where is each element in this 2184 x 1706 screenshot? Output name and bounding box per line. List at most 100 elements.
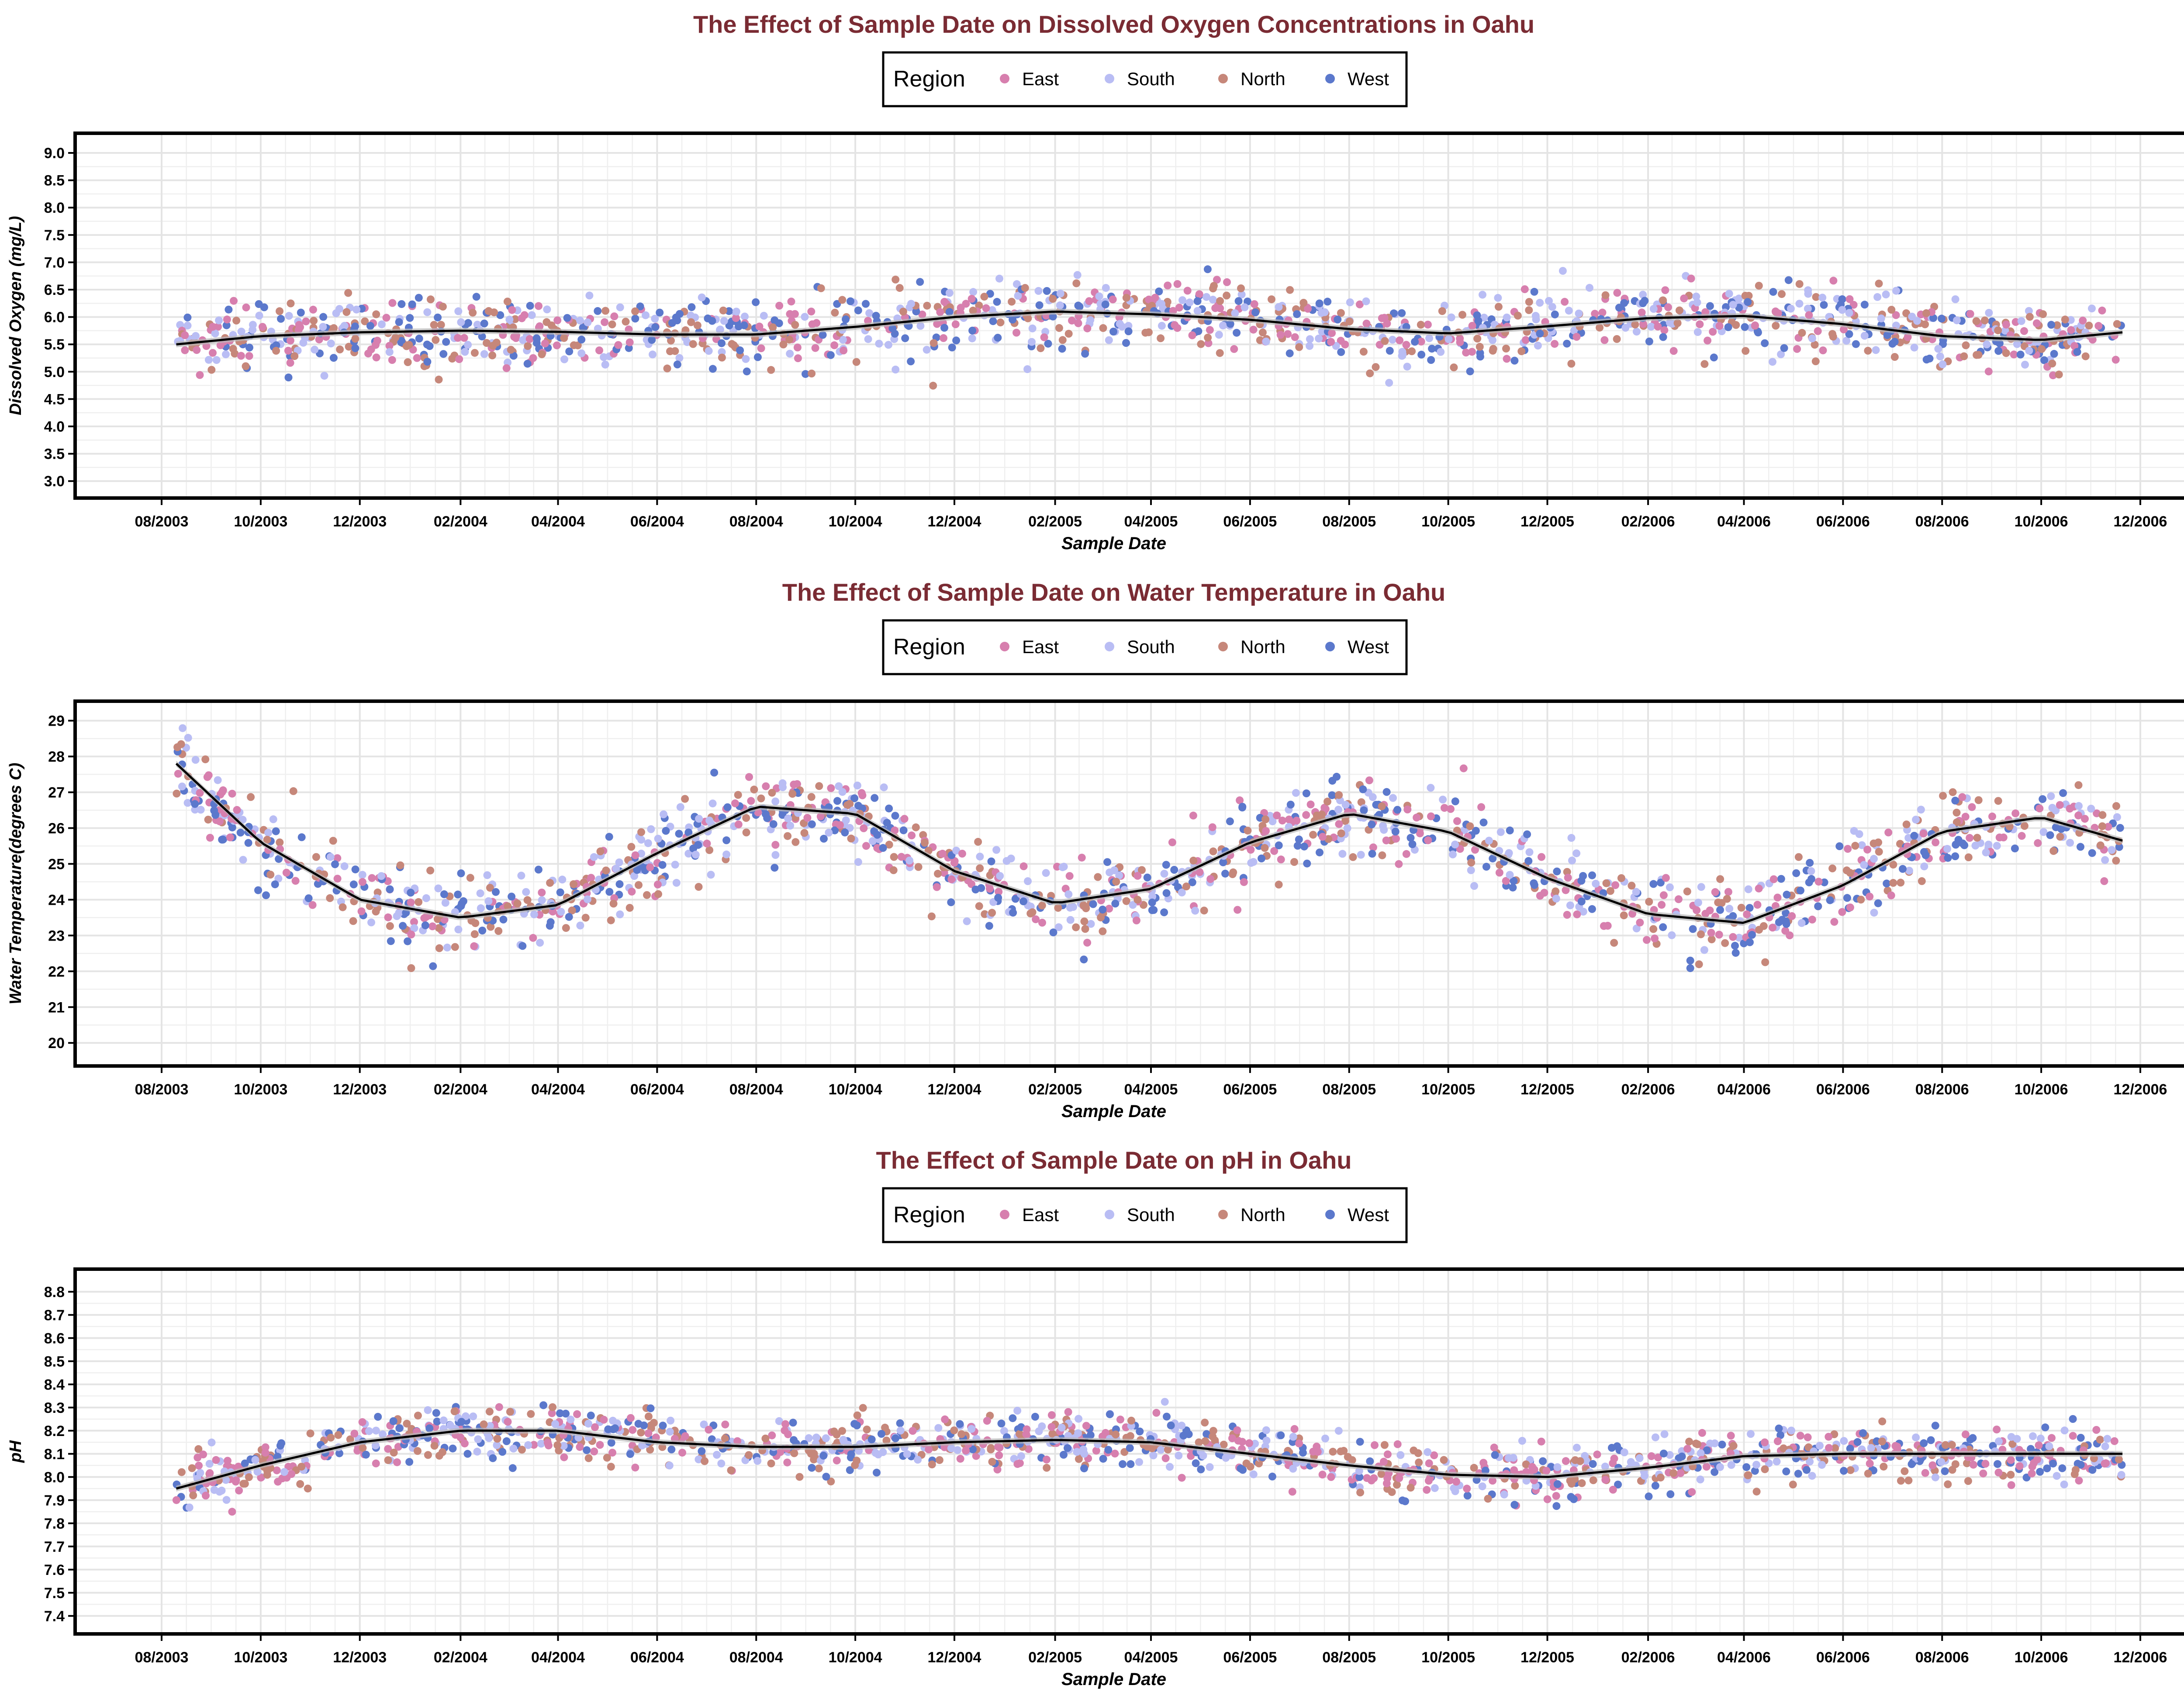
point-west [1853, 1438, 1862, 1446]
point-east [941, 1415, 949, 1423]
point-east [1424, 1477, 1433, 1485]
point-east [1453, 817, 1461, 825]
point-west [1295, 835, 1303, 844]
point-south [969, 288, 978, 296]
point-south [720, 317, 728, 325]
point-south [1306, 335, 1314, 343]
point-east [1365, 776, 1373, 785]
point-east [951, 320, 960, 329]
point-north [1268, 295, 1275, 304]
point-north [1275, 880, 1283, 889]
point-west [1258, 855, 1265, 862]
point-west [1588, 871, 1596, 879]
point-south [457, 318, 465, 326]
point-north [488, 351, 497, 360]
point-west [1840, 1467, 1848, 1475]
point-north [469, 308, 477, 317]
point-north [1038, 901, 1046, 910]
point-east [1168, 838, 1176, 847]
point-north [1473, 335, 1482, 343]
point-south [695, 815, 703, 823]
x-tick-label: 08/2003 [135, 1081, 189, 1098]
point-south [1838, 306, 1846, 314]
point-east [596, 1441, 604, 1449]
point-south [2108, 846, 2116, 854]
point-east [1530, 1465, 1538, 1474]
point-north [1732, 321, 1740, 329]
x-tick-label: 06/2006 [1816, 1081, 1870, 1098]
point-north [1949, 788, 1957, 796]
point-east [1928, 1461, 1937, 1469]
point-east [470, 942, 478, 950]
point-south [1985, 309, 1993, 317]
chart-panel-1: The Effect of Sample Date on Dissolved O… [7, 10, 2184, 553]
point-north [1589, 1476, 1597, 1485]
point-north [1601, 291, 1610, 299]
point-east [1866, 1460, 1874, 1467]
point-east [644, 1429, 653, 1437]
point-west [1221, 869, 1229, 878]
point-south [1013, 1407, 1022, 1415]
point-west [1009, 909, 1017, 917]
point-west [1160, 908, 1168, 917]
point-east [1249, 325, 1258, 334]
point-north [396, 861, 404, 869]
point-west [407, 889, 415, 897]
point-east [1371, 1441, 1379, 1449]
point-west [1302, 789, 1310, 797]
point-west [1921, 851, 1930, 859]
point-west [1577, 897, 1586, 906]
point-north [570, 880, 577, 888]
point-north [745, 1451, 753, 1459]
point-east [1313, 1443, 1321, 1451]
x-tick-label: 04/2005 [1124, 1081, 1178, 1098]
point-east [1887, 891, 1895, 900]
point-west [539, 1401, 548, 1409]
point-east [628, 887, 636, 896]
point-south [822, 1434, 830, 1443]
point-east [384, 1445, 392, 1453]
point-north [361, 317, 369, 325]
point-west [405, 1458, 414, 1466]
point-west [879, 844, 887, 852]
point-west [577, 336, 586, 344]
point-south [718, 348, 726, 356]
point-west [2077, 843, 2084, 851]
point-east [1133, 872, 1142, 880]
point-west [1746, 938, 1754, 946]
point-north [1299, 299, 1308, 307]
point-west [406, 314, 414, 322]
point-west [1111, 900, 1120, 908]
point-south [1075, 1415, 1083, 1423]
point-east [1981, 1460, 1990, 1468]
point-north [603, 1453, 611, 1462]
point-east [2066, 804, 2074, 813]
point-west [1193, 297, 1202, 305]
point-west [210, 806, 218, 815]
point-east [2101, 1460, 2109, 1468]
point-east [2018, 832, 2026, 840]
point-east [2033, 1455, 2042, 1464]
point-west [1044, 339, 1052, 348]
point-west [1656, 879, 1665, 887]
point-north [372, 310, 380, 318]
point-east [1793, 345, 1801, 353]
point-west [1328, 777, 1337, 785]
point-west [1238, 803, 1247, 811]
point-north [784, 832, 792, 840]
legend-label-east: East [1022, 637, 1059, 657]
point-east [237, 352, 245, 360]
point-south [954, 1446, 962, 1454]
point-east [1306, 800, 1315, 809]
x-tick-label: 08/2006 [1915, 1081, 1969, 1098]
point-east [1173, 324, 1182, 332]
point-south [684, 849, 693, 858]
point-south [1621, 324, 1630, 332]
point-west [429, 962, 437, 970]
point-north [1974, 796, 1983, 804]
x-tick-label: 08/2004 [729, 1081, 783, 1098]
x-tick-label: 04/2005 [1124, 513, 1178, 530]
point-north [1941, 1441, 1949, 1449]
point-south [637, 849, 646, 858]
